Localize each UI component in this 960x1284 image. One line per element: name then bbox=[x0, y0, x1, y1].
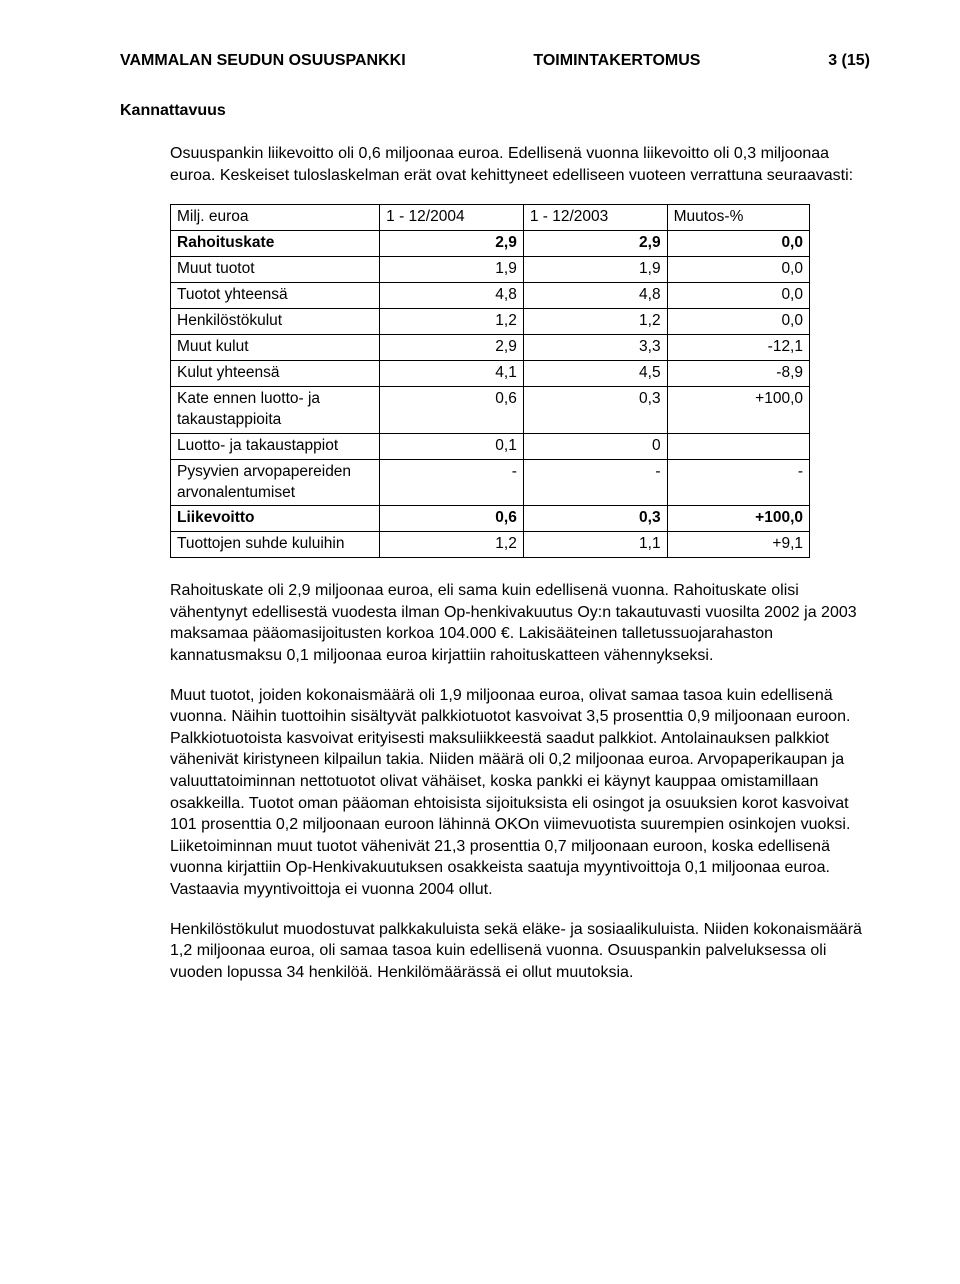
body-paragraph: Muut tuotot, joiden kokonaismäärä oli 1,… bbox=[170, 685, 870, 901]
page-header: VAMMALAN SEUDUN OSUUSPANKKI TOIMINTAKERT… bbox=[120, 50, 870, 72]
cell: 0,3 bbox=[523, 386, 667, 433]
row-label: Liikevoitto bbox=[171, 506, 380, 532]
cell: 0,1 bbox=[380, 433, 524, 459]
cell: 4,8 bbox=[380, 283, 524, 309]
cell: 0,6 bbox=[380, 386, 524, 433]
table-row: Kulut yhteensä 4,1 4,5 -8,9 bbox=[171, 360, 810, 386]
row-label: Tuottojen suhde kuluihin bbox=[171, 532, 380, 558]
cell: 1,2 bbox=[380, 309, 524, 335]
table-row: Pysyvien arvopapereiden arvonalentumiset… bbox=[171, 459, 810, 506]
cell: -12,1 bbox=[667, 334, 809, 360]
col-header: 1 - 12/2004 bbox=[380, 205, 524, 231]
cell: - bbox=[380, 459, 524, 506]
cell: 2,9 bbox=[523, 231, 667, 257]
col-header: Muutos-% bbox=[667, 205, 809, 231]
table-row: Rahoituskate 2,9 2,9 0,0 bbox=[171, 231, 810, 257]
row-label: Rahoituskate bbox=[171, 231, 380, 257]
cell: 0,0 bbox=[667, 231, 809, 257]
row-label: Tuotot yhteensä bbox=[171, 283, 380, 309]
cell: 4,5 bbox=[523, 360, 667, 386]
body-paragraph: Henkilöstökulut muodostuvat palkkakuluis… bbox=[170, 919, 870, 984]
cell: 4,8 bbox=[523, 283, 667, 309]
cell: -8,9 bbox=[667, 360, 809, 386]
row-label: Kulut yhteensä bbox=[171, 360, 380, 386]
table-header-row: Milj. euroa 1 - 12/2004 1 - 12/2003 Muut… bbox=[171, 205, 810, 231]
section-heading: Kannattavuus bbox=[120, 100, 870, 122]
table-row: Tuotot yhteensä 4,8 4,8 0,0 bbox=[171, 283, 810, 309]
cell: 1,2 bbox=[523, 309, 667, 335]
table-row: Henkilöstökulut 1,2 1,2 0,0 bbox=[171, 309, 810, 335]
cell: 1,2 bbox=[380, 532, 524, 558]
table-row: Tuottojen suhde kuluihin 1,2 1,1 +9,1 bbox=[171, 532, 810, 558]
cell: - bbox=[523, 459, 667, 506]
table-row: Liikevoitto 0,6 0,3 +100,0 bbox=[171, 506, 810, 532]
header-left: VAMMALAN SEUDUN OSUUSPANKKI bbox=[120, 50, 406, 72]
header-right: 3 (15) bbox=[828, 50, 870, 72]
header-center: TOIMINTAKERTOMUS bbox=[533, 50, 700, 72]
row-label: Kate ennen luotto- ja takaustappioita bbox=[171, 386, 380, 433]
cell: 1,1 bbox=[523, 532, 667, 558]
table-row: Muut tuotot 1,9 1,9 0,0 bbox=[171, 257, 810, 283]
cell: +9,1 bbox=[667, 532, 809, 558]
table-row: Muut kulut 2,9 3,3 -12,1 bbox=[171, 334, 810, 360]
cell: 0,6 bbox=[380, 506, 524, 532]
cell: 0,0 bbox=[667, 283, 809, 309]
cell: 1,9 bbox=[380, 257, 524, 283]
row-label: Luotto- ja takaustappiot bbox=[171, 433, 380, 459]
row-label: Henkilöstökulut bbox=[171, 309, 380, 335]
cell bbox=[667, 433, 809, 459]
col-header: Milj. euroa bbox=[171, 205, 380, 231]
cell: +100,0 bbox=[667, 506, 809, 532]
cell: 0 bbox=[523, 433, 667, 459]
row-label: Pysyvien arvopapereiden arvonalentumiset bbox=[171, 459, 380, 506]
cell: 3,3 bbox=[523, 334, 667, 360]
table-row: Kate ennen luotto- ja takaustappioita 0,… bbox=[171, 386, 810, 433]
cell: 0,0 bbox=[667, 257, 809, 283]
col-header: 1 - 12/2003 bbox=[523, 205, 667, 231]
financials-table: Milj. euroa 1 - 12/2004 1 - 12/2003 Muut… bbox=[170, 204, 810, 558]
cell: 0,3 bbox=[523, 506, 667, 532]
cell: 4,1 bbox=[380, 360, 524, 386]
cell: 2,9 bbox=[380, 231, 524, 257]
document-page: VAMMALAN SEUDUN OSUUSPANKKI TOIMINTAKERT… bbox=[0, 0, 960, 1284]
cell: - bbox=[667, 459, 809, 506]
row-label: Muut kulut bbox=[171, 334, 380, 360]
cell: 2,9 bbox=[380, 334, 524, 360]
cell: +100,0 bbox=[667, 386, 809, 433]
cell: 0,0 bbox=[667, 309, 809, 335]
cell: 1,9 bbox=[523, 257, 667, 283]
intro-paragraph: Osuuspankin liikevoitto oli 0,6 miljoona… bbox=[170, 143, 870, 186]
row-label: Muut tuotot bbox=[171, 257, 380, 283]
body-paragraph: Rahoituskate oli 2,9 miljoonaa euroa, el… bbox=[170, 580, 870, 666]
table-row: Luotto- ja takaustappiot 0,1 0 bbox=[171, 433, 810, 459]
